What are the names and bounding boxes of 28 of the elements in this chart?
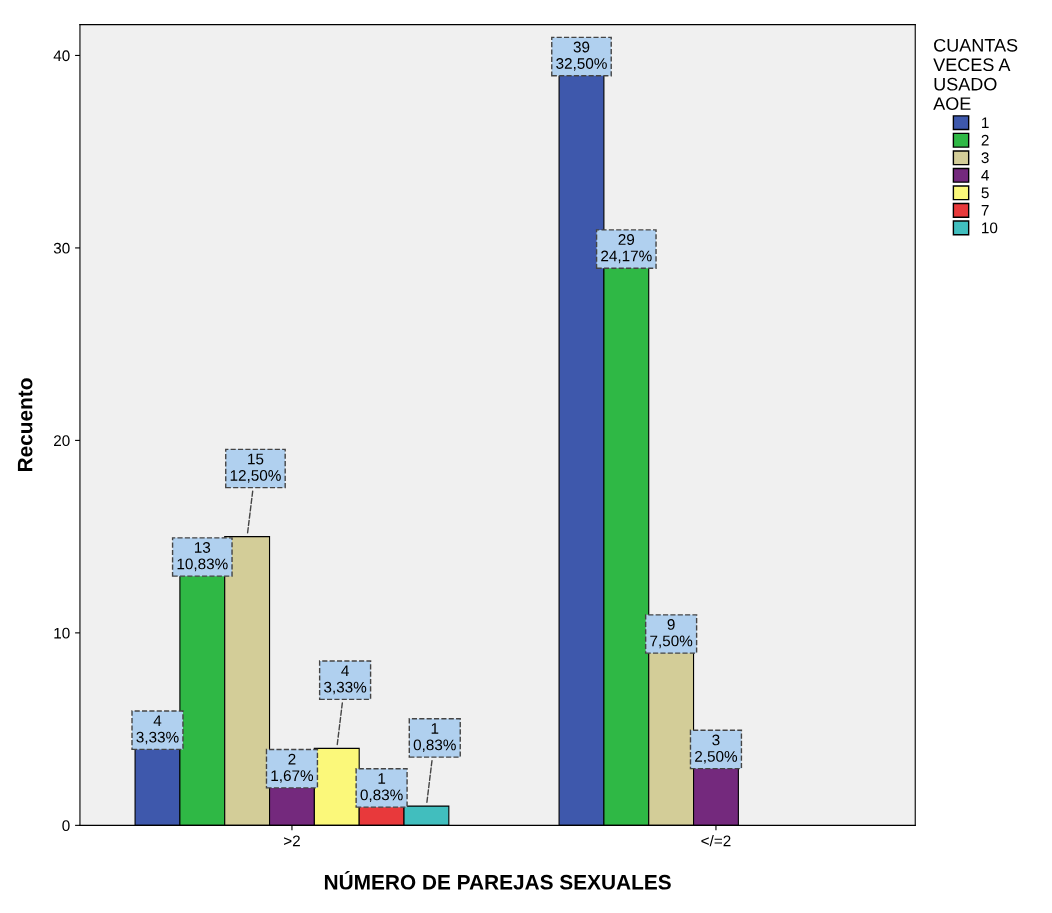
- legend-label: 1: [982, 117, 989, 128]
- data-label: 15 12,50%: [230, 453, 281, 483]
- legend-label: 5: [981, 187, 989, 199]
- legend-label: 2: [981, 134, 989, 146]
- legend-label: 7: [981, 205, 989, 216]
- legend-label: 10: [982, 222, 998, 234]
- data-label: 4 3,33%: [324, 665, 367, 695]
- x-tick-label: >2: [284, 835, 300, 847]
- legend-title: CUANTAS VECES A USADO AOE: [933, 38, 1018, 111]
- data-label: 29 24,17%: [601, 234, 652, 264]
- data-label: 4 3,33%: [136, 715, 179, 745]
- data-label: 2 1,67%: [271, 753, 314, 783]
- y-tick-label: 30: [53, 242, 70, 254]
- y-tick-label: 20: [54, 435, 70, 447]
- data-label: 1 0,83%: [360, 773, 403, 803]
- legend-label: 4: [981, 170, 989, 181]
- data-label: 3 2,50%: [695, 734, 738, 764]
- x-axis-title: NÚMERO DE PAREJAS SEXUALES: [324, 870, 671, 890]
- data-label: 1 0,83%: [413, 723, 456, 753]
- legend-label: 3: [981, 152, 989, 164]
- y-tick-label: 0: [62, 820, 70, 832]
- data-label: 39 32,50%: [556, 41, 607, 71]
- y-tick-label: 10: [54, 627, 70, 639]
- data-label: 9 7,50%: [650, 619, 693, 649]
- y-tick-label: 40: [53, 50, 70, 62]
- data-label: 13 10,83%: [177, 542, 228, 572]
- y-axis-title: Recuento: [17, 378, 33, 472]
- x-tick-label: </=2: [701, 835, 731, 847]
